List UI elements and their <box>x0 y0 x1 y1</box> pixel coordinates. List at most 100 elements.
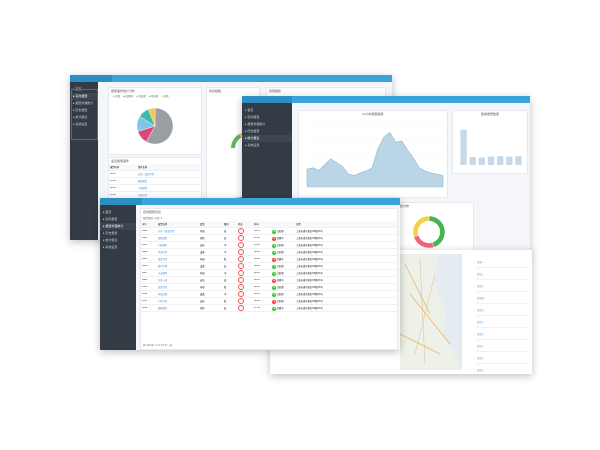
table-cell: 1007 <box>142 272 148 274</box>
alarm-name-link[interactable]: 门磁报警 <box>158 245 168 247</box>
table-row[interactable]: 10:21 仓库一温度异常 <box>109 171 201 178</box>
table-cell: 中 <box>224 273 227 275</box>
table-row[interactable]: 1004 电源异常 设备 中! 09:52 ● 已处理 上海市浦东新区XX路XX号 <box>141 249 397 256</box>
alarm-name-link[interactable]: 门禁异常 <box>158 301 168 303</box>
table-row[interactable]: 1012 烟感报警 消防 高! 07:48 ● 处理中 上海市浦东新区XX路XX号 <box>141 305 397 312</box>
trend-card-title: 告警趋势 <box>269 89 282 93</box>
table-row[interactable]: 1001 仓库一温度异常 环境 高! 10:21 ● 已处理 上海市浦东新区XX路XX号 <box>141 228 397 235</box>
table-row[interactable]: 10:18 烟感报警 <box>109 178 201 185</box>
sidebar-item[interactable]: ▸ 历史报警 <box>245 129 260 133</box>
table-row[interactable]: 1011 门禁异常 安防 低! 08:02 ● 已处理 上海市浦东新区XX路XX号 <box>141 298 397 305</box>
row-event-link[interactable]: 门磁报警 <box>138 188 148 190</box>
table-cell: 1009 <box>142 286 148 288</box>
sidebar-item[interactable]: ▸ 统计报表 <box>242 135 292 142</box>
device-name[interactable]: 仓库九 <box>477 357 484 360</box>
device-list-item[interactable]: 仓库三 <box>476 280 528 292</box>
table-row[interactable]: 1009 温度异常 环境 低! 08:40 ● 已处理 上海市浦东新区XX路XX号 <box>141 284 397 291</box>
table-cell: 安防 <box>200 301 205 303</box>
pie-legend-item: ■ 待处理 <box>148 95 159 98</box>
table-cell: 1004 <box>142 251 148 253</box>
table-cell: 1001 <box>142 230 148 232</box>
column-header: 级别 <box>224 224 229 226</box>
alarm-name-link[interactable]: 电源异常 <box>158 252 168 254</box>
device-list-item[interactable]: 仓库五 <box>476 304 528 316</box>
sidebar-item[interactable]: ▸ 实时报警 <box>70 93 98 100</box>
device-name[interactable]: 仓库六 <box>477 321 484 324</box>
table-cell: 安防 <box>200 280 205 282</box>
sidebar-item[interactable]: ▸ 系统设置 <box>103 245 118 249</box>
status-done-icon: ● <box>272 264 276 269</box>
table-row[interactable]: 09:52 门磁报警 <box>109 185 201 192</box>
sidebar-item[interactable]: ▸ 报警处理统计 <box>245 122 266 126</box>
device-list-item[interactable]: 仓库四 <box>476 292 528 304</box>
device-list-item[interactable]: 仓库十 <box>476 364 528 374</box>
device-list-item[interactable]: 仓库八 <box>476 340 528 352</box>
device-name[interactable]: 仓库八 <box>477 345 484 348</box>
sidebar-item[interactable]: ▸ 系统设置 <box>245 143 260 147</box>
device-name[interactable]: 仓库二 <box>477 273 484 276</box>
device-list-item[interactable]: 仓库九 <box>476 352 528 364</box>
sidebar-item[interactable]: ▸ 首页 <box>103 210 112 214</box>
table-cell: 上海市浦东新区XX路XX号 <box>296 308 323 310</box>
map-view[interactable] <box>400 254 462 370</box>
pie-legend: ■ 全部 ■ 处理中 ■ 已处理 ■ 待处理 ■ 其他 <box>109 94 201 98</box>
alarm-name-link[interactable]: 湿度异常 <box>158 259 168 261</box>
device-name[interactable]: 仓库七 <box>477 333 484 336</box>
pagination[interactable]: 共 120 条 1 2 3 4 5 下一页 <box>143 344 173 347</box>
alarm-name-link[interactable]: 烟感报警 <box>158 308 168 310</box>
donut-card-2: 报警等级分布 <box>388 202 474 256</box>
device-list-item[interactable]: 仓库一 <box>476 256 528 268</box>
level-filter[interactable]: 报警级别: 全部 ▼ <box>143 217 163 220</box>
table-row[interactable]: 1002 烟感报警 消防 高! 10:18 ● 处理中 上海市浦东新区XX路XX号 <box>141 235 397 242</box>
sidebar-item[interactable]: ▸ 报警处理统计 <box>73 101 94 105</box>
alarm-name-link[interactable]: 水浸报警 <box>158 273 168 275</box>
alarm-name-link[interactable]: 电流过载 <box>158 294 168 296</box>
row-event-link[interactable]: 电源异常 <box>138 195 148 197</box>
device-list-item[interactable]: 仓库二 <box>476 268 528 280</box>
table-row[interactable]: 1010 电流过载 设备 中! 08:21 ● 已处理 上海市浦东新区XX路XX号 <box>141 291 397 298</box>
status-done-icon: ● <box>272 250 276 255</box>
table-row[interactable]: 1003 门磁报警 安防 中! 10:05 ● 已处理 上海市浦东新区XX路XX号 <box>141 242 397 249</box>
sidebar-item[interactable]: ▸ 历史报警 <box>73 108 88 112</box>
area-chart <box>306 122 444 188</box>
status-pending-icon: ● <box>272 299 276 304</box>
app-logo <box>70 75 112 82</box>
alarm-name-link[interactable]: 烟感报警 <box>158 238 168 240</box>
table-cell: 1002 <box>142 237 148 239</box>
device-list-item[interactable]: 仓库七 <box>476 328 528 340</box>
table-row[interactable]: 1007 水浸报警 环境 中! 09:12 ● 已处理 上海市浦东新区XX路XX号 <box>141 270 397 277</box>
device-name[interactable]: 仓库五 <box>477 309 484 312</box>
sidebar-item[interactable]: ▸ 历史报警 <box>103 231 118 235</box>
device-name[interactable]: 仓库三 <box>477 285 484 288</box>
table-row[interactable]: 1005 湿度异常 环境 低! 09:40 ● 处理中 上海市浦东新区XX路XX号 <box>141 256 397 263</box>
status-icon: ● 已处理 <box>272 264 284 269</box>
sidebar-item[interactable]: ▸ 统计报表 <box>73 115 88 119</box>
table-row[interactable]: 1006 通讯中断 设备 高! 09:31 ● 已处理 上海市浦东新区XX路XX号 <box>141 263 397 270</box>
row-event-link[interactable]: 烟感报警 <box>138 181 148 183</box>
table-cell: 1010 <box>142 293 148 295</box>
device-name[interactable]: 仓库一 <box>477 261 484 264</box>
sidebar-item[interactable]: ▸ 报警处理统计 <box>100 223 136 230</box>
alarm-name-link[interactable]: 温度异常 <box>158 287 168 289</box>
row-time: 10:21 <box>110 173 116 175</box>
device-list-item[interactable]: 仓库六 <box>476 316 528 328</box>
row-event-link[interactable]: 仓库一温度异常 <box>138 174 155 176</box>
device-name[interactable]: 仓库四 <box>477 297 484 300</box>
alarm-name-link[interactable]: 通讯中断 <box>158 266 168 268</box>
sidebar-highlight-box <box>71 89 98 140</box>
sidebar-item[interactable]: ▸ 首页 <box>245 108 254 112</box>
column-header: 位置 <box>296 224 301 226</box>
sidebar-item[interactable]: ▸ 实时报警 <box>103 217 118 221</box>
table-cell: 1003 <box>142 244 148 246</box>
sidebar-item[interactable]: ▸ 统计报表 <box>103 238 118 242</box>
status-done-icon: ● <box>272 285 276 290</box>
device-name[interactable]: 仓库十 <box>477 369 484 372</box>
alarm-name-link[interactable]: 红外入侵 <box>158 280 168 282</box>
warning-icon: ! <box>237 305 253 311</box>
table-cell: 消防 <box>200 308 205 310</box>
alarm-name-link[interactable]: 仓库一温度异常 <box>158 231 175 233</box>
table-row[interactable]: 1008 红外入侵 安防 高! 08:55 ● 处理中 上海市浦东新区XX路XX号 <box>141 277 397 284</box>
sidebar-item[interactable]: ▸ 实时报警 <box>245 115 260 119</box>
sidebar-item[interactable]: ▸ 系统设置 <box>73 122 88 126</box>
table-cell: 1005 <box>142 258 148 260</box>
